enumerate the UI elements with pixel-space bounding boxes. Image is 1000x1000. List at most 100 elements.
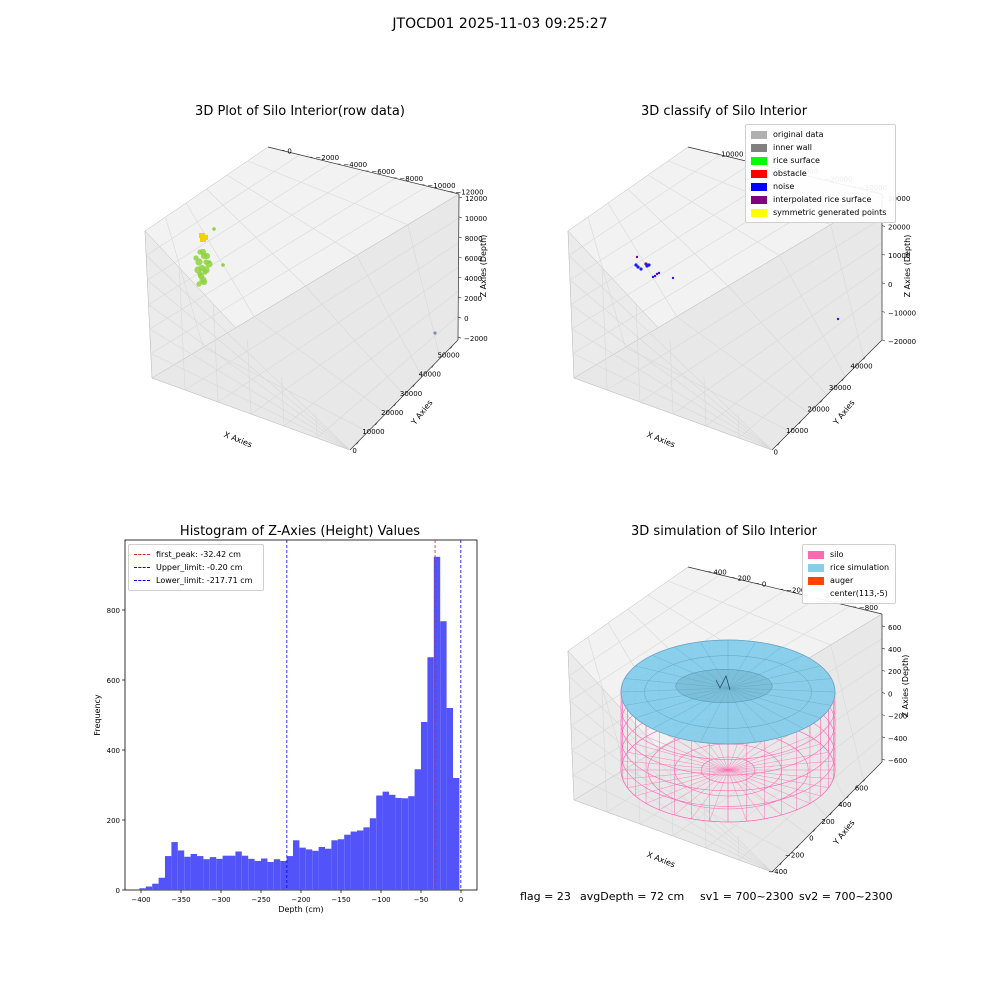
panel1-y-tick-mark xyxy=(458,256,462,259)
histogram-bar xyxy=(433,556,441,890)
legend-label: Upper_limit: -0.20 cm xyxy=(156,563,243,572)
legend-label: obstacle xyxy=(773,169,807,178)
histogram-x-axis-label: Depth (cm) xyxy=(278,905,323,914)
panel1-data-point xyxy=(203,252,211,260)
panel1-z-tick-label: −12000 xyxy=(455,189,483,197)
legend-swatch xyxy=(751,195,767,204)
legend-swatch xyxy=(751,169,767,178)
rice-surface-mesh-line xyxy=(652,687,729,729)
panel1-title: 3D Plot of Silo Interior(row data) xyxy=(195,104,405,119)
histogram-x-tick-label: −350 xyxy=(171,896,190,904)
panel1-y-axis xyxy=(457,193,460,341)
histogram-bar xyxy=(401,798,409,890)
panel2-gridline-x xyxy=(647,174,846,377)
legend-item-rice-surface: rice surface xyxy=(751,154,890,167)
panel1-y-tick-mark xyxy=(458,196,463,199)
histogram-x-tick-label: −400 xyxy=(131,896,150,904)
panel1-x-axis-label: X Axies xyxy=(223,430,254,449)
panel1-y-tick-mark xyxy=(458,276,462,279)
histogram-bar xyxy=(177,850,185,890)
panel1-data-point xyxy=(221,263,225,267)
panel2-x-tick-mark xyxy=(841,377,845,382)
rice-surface-mesh-line xyxy=(635,665,729,689)
panel2-y-tick-label: 30000 xyxy=(888,195,910,203)
panel4-x-tick-label: −200 xyxy=(785,851,804,859)
panel4-x-tick-mark xyxy=(829,811,833,816)
legend-item-noise: noise xyxy=(751,180,890,193)
footer-avg-depth: avgDepth = 72 cm xyxy=(580,890,685,903)
panel4-y-tick-mark xyxy=(881,736,886,739)
histogram-bar xyxy=(395,797,402,890)
panel1-gridline-z xyxy=(150,185,428,451)
panel1-y-tick-mark xyxy=(458,316,462,319)
panel2-y-tick-label: 20000 xyxy=(888,224,910,232)
panel3-title: Histogram of Z-Axies (Height) Values xyxy=(179,524,421,539)
panel1-data-point xyxy=(202,266,210,274)
panel2-x-axis-label: X Axies xyxy=(646,430,677,449)
footer-flag: flag = 23 xyxy=(520,890,571,903)
panel2-y-tick-mark xyxy=(881,311,886,313)
panel2-data-point xyxy=(639,267,643,271)
panel2-x-tick-label: 40000 xyxy=(850,363,872,371)
panel2-data-point xyxy=(836,317,840,321)
panel4-x-tick-mark xyxy=(779,861,783,866)
rice-surface-mesh-line xyxy=(674,646,729,689)
histogram-bar xyxy=(184,856,191,890)
histogram-x-tick-label: −50 xyxy=(414,896,429,904)
histogram-bar xyxy=(305,849,313,890)
histogram-bar xyxy=(248,858,255,890)
panel1-y-tick-mark xyxy=(457,336,462,339)
histogram-bar xyxy=(427,657,434,890)
legend-item-original-data: original data xyxy=(751,128,890,141)
histogram-y-axis-label: Frequency xyxy=(93,694,102,736)
panel2-y-tick-label: −10000 xyxy=(888,309,916,317)
panel1-x-tick-mark xyxy=(356,441,359,445)
histogram-bar xyxy=(241,855,249,890)
legend-item-rice-simulation: rice simulation xyxy=(808,561,890,574)
histogram-y-tick-label: 800 xyxy=(107,607,120,615)
histogram-bar xyxy=(382,791,389,890)
legend-label: rice simulation xyxy=(830,563,890,572)
panel1-z-tick-label: 0 xyxy=(287,147,291,155)
panel2-data-point xyxy=(634,263,638,267)
panel1-x-tick-mark xyxy=(412,383,416,387)
panel1-x-tick-label: 40000 xyxy=(419,371,441,379)
histogram-bar xyxy=(229,855,236,890)
panel4-x-axis-label: X Axies xyxy=(646,850,677,869)
legend-line xyxy=(134,580,150,581)
panel4-x-tick-mark xyxy=(813,828,816,832)
panel2-data-point xyxy=(671,276,675,280)
histogram-bar xyxy=(197,856,204,890)
panel4-y-tick-label: −600 xyxy=(888,757,907,765)
panel2-y-tick-label: −20000 xyxy=(888,338,916,346)
legend-item-center: center(113,-5) xyxy=(808,587,890,600)
panel4-x-tick-mark xyxy=(846,795,850,799)
panel4-x-tick-label: 600 xyxy=(855,785,868,793)
panel4-y-tick-mark xyxy=(881,758,886,761)
legend-swatch xyxy=(751,130,767,139)
histogram-x-tick-label: −100 xyxy=(371,896,390,904)
panel4-z-tick-label: −800 xyxy=(859,604,878,612)
panel2-x-tick-label: 20000 xyxy=(807,405,829,413)
panel1-gridline-y xyxy=(213,242,459,403)
histogram-legend: first_peak: -32.42 cm Upper_limit: -0.20… xyxy=(128,544,264,591)
panel1-y-tick-label: 6000 xyxy=(465,255,483,263)
legend-swatch xyxy=(751,143,767,152)
panel1-z-tick-label: −10000 xyxy=(427,182,455,190)
panel2-y-tick-mark xyxy=(881,225,886,227)
panel4-y-tick-label: 600 xyxy=(888,624,901,632)
panel1-y-tick-label: 10000 xyxy=(465,215,487,223)
legend-swatch xyxy=(751,156,767,165)
panel2-x-tick-mark xyxy=(820,399,823,403)
silo-floor-ring xyxy=(700,756,756,784)
panel1-x-tick-mark xyxy=(375,421,378,426)
legend-item-interpolated-rice-surface: interpolated rice surface xyxy=(751,193,890,206)
rice-surface-mesh-line xyxy=(727,687,832,706)
panel4-title: 3D simulation of Silo Interior xyxy=(631,524,817,539)
histogram-bar xyxy=(357,830,364,890)
panel1-z-tick-label: −8000 xyxy=(399,175,423,183)
histogram-x-tick-label: −200 xyxy=(291,896,310,904)
panel1-z-tick-label: −4000 xyxy=(343,161,367,169)
panel4-z-tick-label: 0 xyxy=(762,580,766,588)
histogram-x-tick-label: −150 xyxy=(331,896,350,904)
